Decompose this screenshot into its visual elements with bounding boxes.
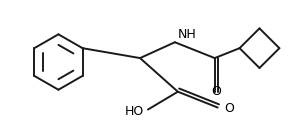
Text: O: O <box>225 102 235 115</box>
Text: HO: HO <box>125 105 144 118</box>
Text: NH: NH <box>178 28 197 41</box>
Text: O: O <box>212 85 222 98</box>
